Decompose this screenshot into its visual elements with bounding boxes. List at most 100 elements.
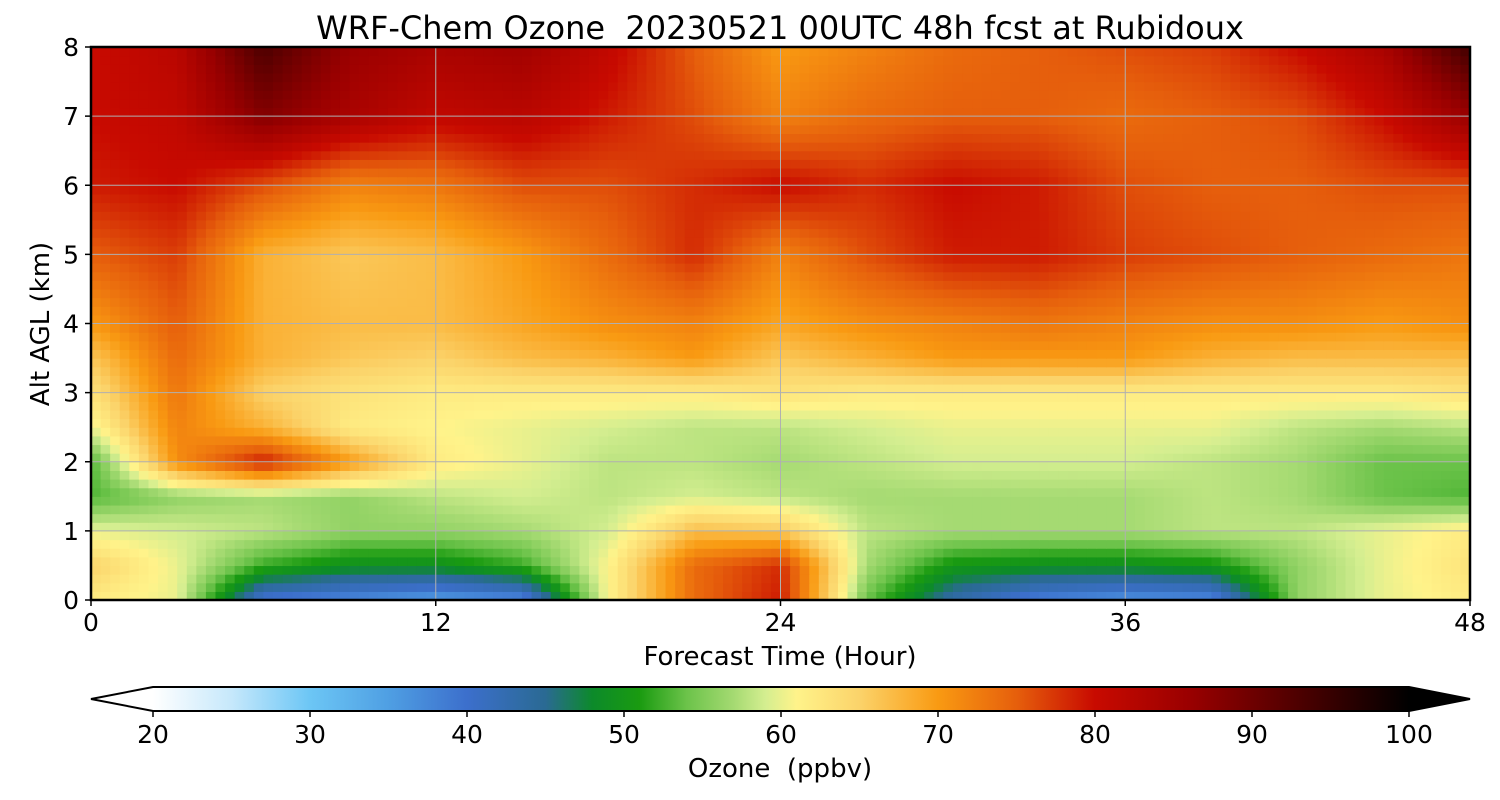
heatmap-cell xyxy=(1010,513,1021,523)
heatmap-cell xyxy=(770,383,782,394)
heatmap-cell xyxy=(1201,340,1213,351)
heatmap-cell xyxy=(1010,530,1021,541)
heatmap-cell xyxy=(857,565,868,575)
heatmap-cell xyxy=(339,306,351,316)
heatmap-cell xyxy=(723,323,734,333)
heatmap-cell xyxy=(464,539,475,549)
heatmap-cell xyxy=(895,530,906,541)
heatmap-cell xyxy=(1039,366,1050,376)
heatmap-cell xyxy=(1393,591,1404,600)
heatmap-cell xyxy=(1355,392,1366,402)
heatmap-cell xyxy=(972,358,983,368)
heatmap-cell xyxy=(416,574,427,584)
heatmap-cell xyxy=(435,461,446,471)
heatmap-cell xyxy=(1335,504,1347,515)
heatmap-cell xyxy=(234,340,245,351)
heatmap-cell xyxy=(1450,530,1462,541)
heatmap-cell xyxy=(1058,530,1069,541)
heatmap-cell xyxy=(397,539,408,549)
heatmap-cell xyxy=(579,358,590,368)
heatmap-cell xyxy=(1412,530,1423,541)
heatmap-cell xyxy=(713,375,724,385)
heatmap-cell xyxy=(1393,461,1404,471)
heatmap-cell xyxy=(1058,306,1069,316)
heatmap-cell xyxy=(349,453,360,463)
heatmap-cell xyxy=(1355,556,1366,567)
heatmap-cell xyxy=(1115,444,1126,454)
heatmap-cell xyxy=(119,565,130,575)
heatmap-cell xyxy=(110,323,121,333)
heatmap-cell xyxy=(158,418,169,428)
heatmap-cell xyxy=(885,392,897,402)
heatmap-cell xyxy=(866,470,877,480)
heatmap-cell xyxy=(1422,366,1433,376)
heatmap-cell xyxy=(885,582,897,592)
heatmap-cell xyxy=(646,522,657,532)
heatmap-cell xyxy=(1259,332,1270,342)
heatmap-cell xyxy=(732,332,743,342)
heatmap-cell xyxy=(780,461,791,471)
heatmap-cell xyxy=(588,582,600,592)
heatmap-cell xyxy=(1335,392,1347,402)
heatmap-cell xyxy=(742,435,753,446)
heatmap-cell xyxy=(1000,383,1011,394)
heatmap-cell xyxy=(857,530,868,541)
heatmap-cell xyxy=(991,358,1002,368)
heatmap-cell xyxy=(387,358,399,368)
heatmap-cell xyxy=(1240,314,1251,325)
heatmap-cell xyxy=(1106,548,1117,558)
heatmap-cell xyxy=(1067,479,1078,489)
heatmap-cell xyxy=(809,479,820,489)
heatmap-cell xyxy=(1288,565,1299,575)
heatmap-cell xyxy=(167,297,178,307)
heatmap-cell xyxy=(474,444,485,454)
heatmap-cell xyxy=(1355,323,1366,333)
heatmap-cell xyxy=(272,591,284,600)
heatmap-cell xyxy=(521,487,533,497)
heatmap-cell xyxy=(196,539,207,549)
heatmap-cell xyxy=(1364,366,1375,376)
heatmap-cell xyxy=(368,340,379,351)
heatmap-cell xyxy=(1268,427,1280,437)
heatmap-cell xyxy=(493,332,504,342)
heatmap-cell xyxy=(1019,496,1031,506)
heatmap-cell xyxy=(1106,366,1117,376)
heatmap-cell xyxy=(703,574,715,584)
heatmap-cell xyxy=(943,349,954,359)
heatmap-cell xyxy=(665,470,676,480)
heatmap-cell xyxy=(531,297,542,307)
heatmap-cell xyxy=(119,548,130,558)
heatmap-cell xyxy=(569,479,580,489)
heatmap-cell xyxy=(569,418,580,428)
heatmap-cell xyxy=(656,401,667,411)
heatmap-cell xyxy=(1422,530,1433,541)
heatmap-cell xyxy=(1268,453,1280,463)
heatmap-cell xyxy=(608,548,619,558)
heatmap-cell xyxy=(464,366,475,376)
heatmap-cell xyxy=(876,401,887,411)
heatmap-cell xyxy=(972,539,983,549)
heatmap-cell xyxy=(713,392,724,402)
heatmap-cell xyxy=(904,582,916,592)
heatmap-cell xyxy=(339,409,351,420)
heatmap-cell xyxy=(1268,496,1280,506)
heatmap-cell xyxy=(1297,332,1308,342)
heatmap-cell xyxy=(790,530,801,541)
heatmap-cell xyxy=(1383,487,1394,497)
heatmap-cell xyxy=(272,366,284,376)
heatmap-cell xyxy=(244,539,255,549)
heatmap-cell xyxy=(751,366,762,376)
heatmap-cell xyxy=(167,340,178,351)
heatmap-cell xyxy=(1029,539,1040,549)
heatmap-cell xyxy=(1278,496,1289,506)
heatmap-cell xyxy=(761,401,772,411)
heatmap-cell xyxy=(1297,453,1308,463)
heatmap-cell xyxy=(407,530,418,541)
heatmap-cell xyxy=(1278,522,1289,532)
heatmap-cell xyxy=(818,297,829,307)
heatmap-cell xyxy=(1115,530,1126,541)
heatmap-cell xyxy=(1125,513,1136,523)
heatmap-cell xyxy=(1125,323,1136,333)
heatmap-cell xyxy=(751,574,762,584)
heatmap-cell xyxy=(158,314,169,325)
